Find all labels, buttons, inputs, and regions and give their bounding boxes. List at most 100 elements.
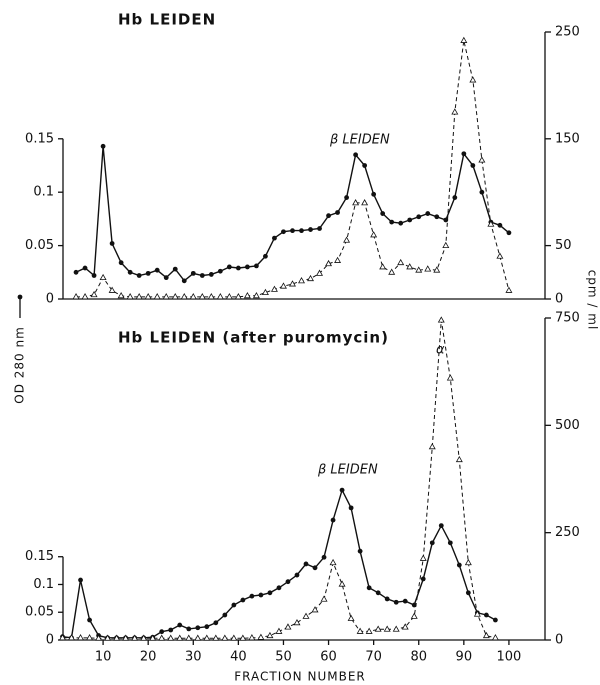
point	[140, 634, 148, 641]
point	[293, 619, 301, 626]
point	[113, 634, 121, 641]
point	[100, 143, 106, 149]
point	[234, 293, 242, 300]
point	[221, 634, 229, 641]
point	[361, 199, 369, 206]
point	[95, 634, 103, 641]
point	[226, 264, 232, 270]
point	[108, 286, 116, 293]
point	[393, 599, 399, 605]
point	[419, 554, 427, 561]
point	[154, 267, 160, 273]
point	[316, 269, 324, 276]
annotation: β LEIDEN	[329, 133, 390, 148]
point	[478, 156, 486, 163]
point	[230, 634, 238, 641]
point	[335, 210, 340, 215]
point	[185, 634, 193, 641]
point	[374, 625, 382, 632]
point	[131, 634, 139, 641]
point	[334, 256, 342, 263]
x-tick-label: 10	[95, 650, 112, 665]
point	[285, 579, 291, 585]
x-tick-label: 30	[185, 650, 202, 665]
point	[424, 265, 432, 272]
point	[290, 228, 295, 234]
point	[217, 268, 223, 274]
point	[213, 620, 219, 626]
point	[275, 627, 283, 634]
y2-tick-label: 750	[555, 311, 580, 326]
point	[497, 222, 503, 228]
x-tick-label: 100	[497, 650, 522, 665]
y-axis-label: OD 280 nm	[13, 326, 27, 404]
point	[379, 263, 387, 270]
point	[270, 285, 278, 292]
point	[252, 291, 260, 299]
point	[126, 293, 134, 300]
point	[144, 293, 152, 300]
point	[407, 217, 413, 223]
x-axis-label: FRACTION NUMBER	[234, 670, 366, 684]
point	[204, 624, 210, 630]
point	[416, 214, 422, 220]
y-tick-label: 0.05	[25, 238, 54, 253]
point	[78, 577, 83, 583]
y2-axis-label: cpm / ml	[586, 270, 600, 331]
point	[429, 540, 435, 546]
point	[186, 626, 192, 632]
x-tick-label: 50	[275, 650, 292, 665]
point	[438, 523, 444, 529]
point	[207, 293, 215, 300]
point	[104, 634, 112, 641]
x-tick-label: 90	[456, 650, 473, 665]
point	[87, 617, 92, 623]
point	[506, 230, 512, 236]
point	[357, 548, 363, 554]
point	[473, 610, 481, 617]
point	[284, 623, 292, 630]
point	[258, 592, 264, 598]
point	[455, 455, 463, 463]
point	[496, 252, 504, 259]
point	[344, 195, 349, 200]
point	[149, 634, 157, 641]
point	[99, 273, 107, 281]
point	[254, 263, 259, 269]
point	[135, 293, 143, 300]
point	[325, 259, 333, 267]
point	[239, 634, 247, 641]
panel-title: Hb LEIDEN (after puromycin)	[118, 329, 389, 347]
x-tick-label: 60	[320, 650, 337, 665]
point	[127, 269, 133, 275]
point	[370, 231, 378, 238]
point	[203, 634, 211, 641]
point	[401, 623, 409, 630]
point	[312, 565, 318, 571]
point	[470, 163, 476, 168]
point	[190, 270, 196, 276]
x-tick-label: 40	[230, 650, 247, 665]
point	[397, 258, 405, 266]
point	[90, 290, 98, 298]
point	[392, 625, 400, 632]
point	[307, 274, 315, 282]
y2-tick-label: 500	[555, 418, 580, 433]
y-tick-label: 0.15	[25, 549, 54, 564]
point	[383, 625, 391, 632]
point	[352, 199, 360, 206]
point	[243, 291, 251, 299]
point	[72, 293, 80, 300]
point	[443, 217, 449, 223]
point	[456, 562, 462, 568]
point	[420, 576, 426, 582]
x-tick-label: 80	[410, 650, 427, 665]
point	[425, 211, 431, 216]
point	[452, 195, 458, 200]
point	[446, 374, 454, 381]
y2-tick-label: 250	[555, 525, 580, 540]
point	[321, 554, 327, 560]
point	[311, 606, 319, 613]
point	[338, 580, 346, 587]
